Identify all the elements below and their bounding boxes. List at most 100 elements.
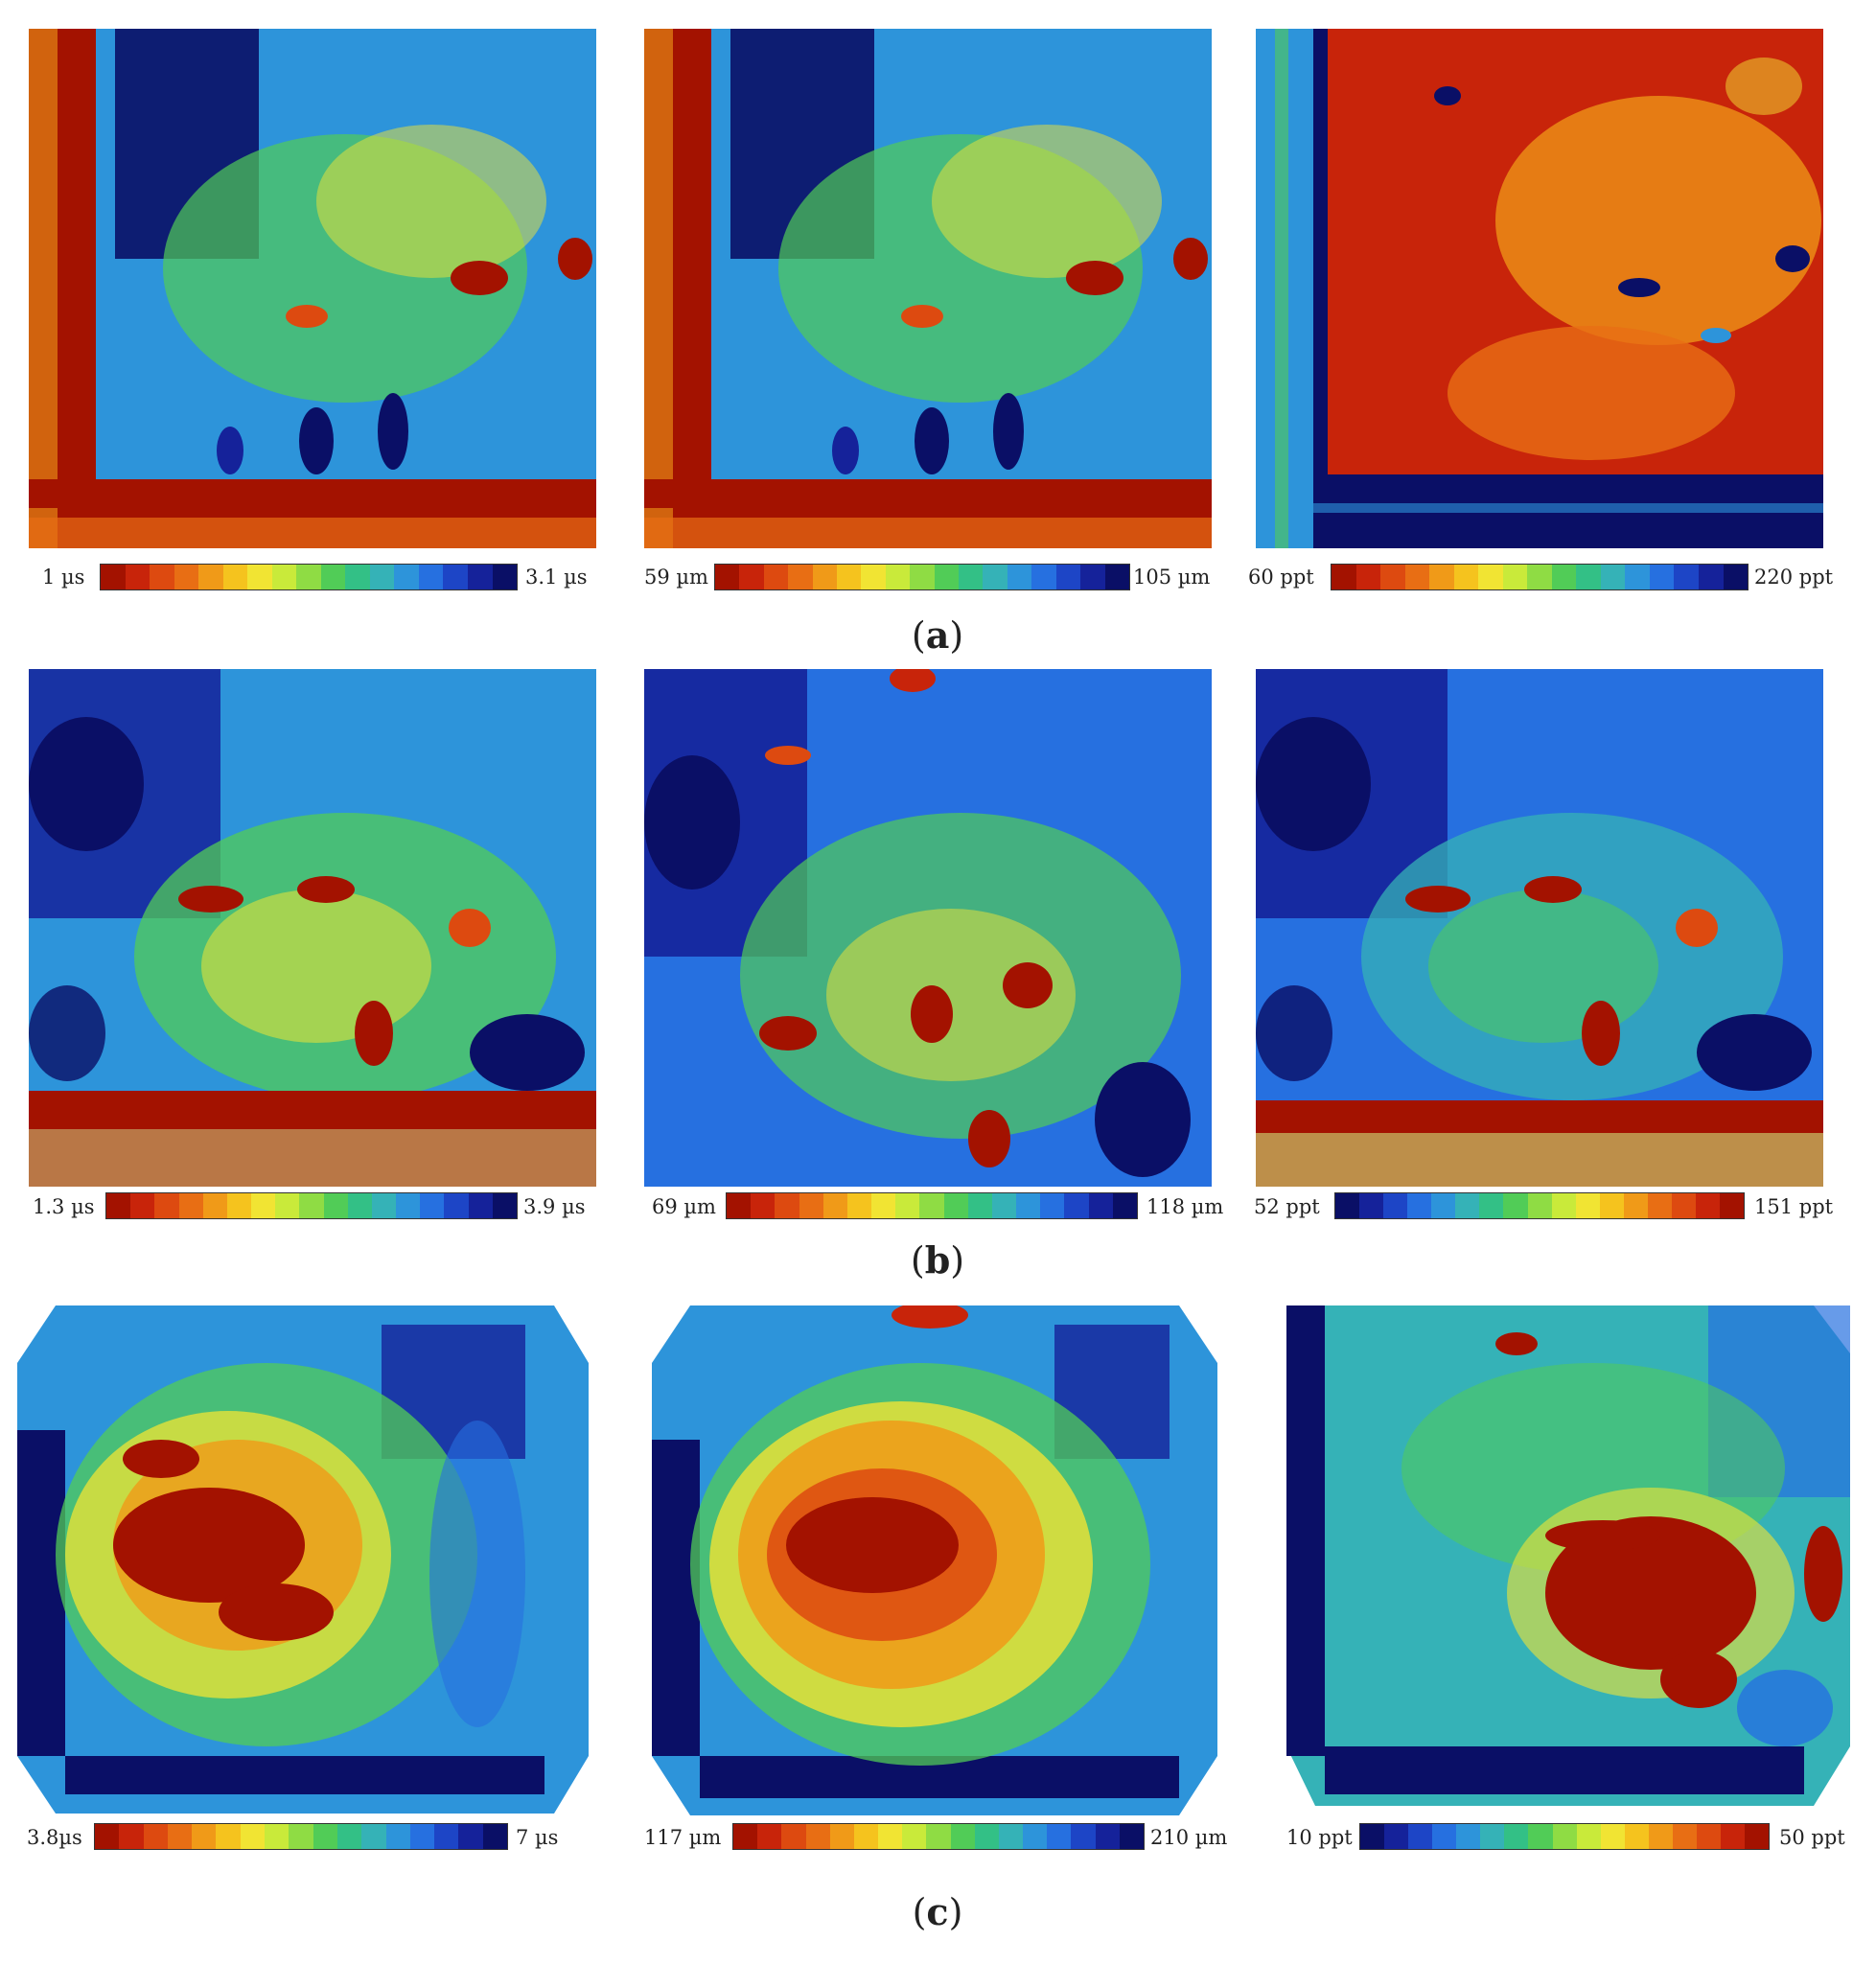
row-c-concentration-max-label: 50 ppt [1779,1826,1845,1849]
colorbar-swatch [861,565,886,589]
row-c-diffusion-min-label: 117 µm [644,1826,722,1849]
colorbar-swatch [846,1193,872,1218]
row-b-concentration-min-label: 52 ppt [1254,1195,1320,1218]
row-b-diffusion-length-map [644,669,1212,1187]
colorbar-swatch [1528,1824,1553,1849]
colorbar-swatch [1055,565,1081,589]
colorbar-swatch [394,565,419,589]
row-b-concentration-colorbar [1334,1192,1745,1219]
diffusion-length-map-image-a [644,29,1212,548]
colorbar-swatch [799,1193,823,1218]
colorbar-swatch [1404,565,1430,589]
colorbar-swatch [733,1824,758,1849]
colorbar-swatch [1599,1193,1624,1218]
colorbar-swatch [492,565,518,589]
colorbar-swatch [781,1824,806,1849]
colorbar-swatch [943,1193,968,1218]
row-a-concentration-max-label: 220 ppt [1754,566,1834,589]
colorbar-swatch [296,565,321,589]
colorbar-swatch [226,1193,252,1218]
colorbar-swatch [926,1824,951,1849]
colorbar-swatch [1674,565,1699,589]
colorbar-swatch [1600,565,1626,589]
colorbar-swatch [371,1193,397,1218]
colorbar-swatch [1575,1193,1600,1218]
colorbar-swatch [910,565,935,589]
colorbar-swatch [1384,1824,1409,1849]
colorbar-swatch [1551,565,1577,589]
colorbar-swatch [1453,565,1479,589]
row-a-lifetime-max-label: 3.1 µs [525,566,588,589]
colorbar-swatch [727,1193,752,1218]
colorbar-swatch [443,565,468,589]
colorbar-swatch [853,1824,879,1849]
colorbar-swatch [1723,565,1749,589]
colorbar-swatch [1380,565,1405,589]
colorbar-swatch [788,565,813,589]
row-c-lifetime-min-label: 3.8µs [27,1826,82,1849]
row-c-diffusion-length-map [652,1305,1217,1815]
colorbar-swatch [154,1193,179,1218]
colorbar-swatch [757,1824,782,1849]
colorbar-swatch [715,565,740,589]
row-a-lifetime-colorbar [100,564,518,590]
row-c-concentration-map [1286,1305,1850,1806]
colorbar-swatch [959,565,984,589]
colorbar-swatch [837,565,862,589]
colorbar-swatch [1648,1824,1673,1849]
colorbar-swatch [1672,1824,1697,1849]
colorbar-swatch [1695,1193,1720,1218]
colorbar-swatch [202,1193,227,1218]
colorbar-swatch [974,1824,999,1849]
colorbar-swatch [885,565,911,589]
caption-a-letter: a [925,613,950,657]
colorbar-swatch [222,565,248,589]
row-a-lifetime-min-label: 1 µs [42,566,85,589]
diffusion-length-map-image-c [652,1305,1217,1815]
colorbar-swatch [1355,565,1381,589]
colorbar-swatch [1429,565,1454,589]
colorbar-swatch [1720,1824,1745,1849]
colorbar-swatch [482,1824,508,1849]
row-c-diffusion-colorbar [732,1823,1145,1850]
colorbar-swatch [251,1193,276,1218]
colorbar-swatch [1408,1824,1433,1849]
colorbar-swatch [434,1824,459,1849]
colorbar-swatch [1332,565,1356,589]
colorbar-swatch [967,1193,992,1218]
colorbar-swatch [1624,1824,1649,1849]
colorbar-swatch [385,1824,410,1849]
colorbar-swatch [345,565,370,589]
row-c-concentration-min-label: 10 ppt [1286,1826,1353,1849]
colorbar-swatch [1031,565,1056,589]
colorbar-swatch [336,1824,362,1849]
colorbar-swatch [1504,1824,1529,1849]
colorbar-swatch [1456,1824,1481,1849]
colorbar-swatch [1360,1824,1385,1849]
colorbar-swatch [192,1824,217,1849]
colorbar-swatch [1432,1824,1457,1849]
colorbar-swatch [871,1193,896,1218]
colorbar-swatch [275,1193,300,1218]
colorbar-swatch [763,565,789,589]
row-a-diffusion-max-label: 105 µm [1133,566,1211,589]
colorbar-swatch [822,1193,847,1218]
colorbar-swatch [1625,565,1650,589]
colorbar-swatch [1551,1193,1576,1218]
concentration-map-image-c [1286,1305,1850,1806]
colorbar-swatch [265,1824,290,1849]
colorbar-swatch [1071,1824,1096,1849]
colorbar-swatch [739,565,764,589]
row-a-concentration-colorbar [1331,564,1749,590]
row-a-diffusion-length-map [644,29,1212,548]
row-b-diffusion-min-label: 69 µm [652,1195,716,1218]
colorbar-swatch [1040,1193,1065,1218]
colorbar-swatch [1016,1193,1041,1218]
colorbar-swatch [805,1824,830,1849]
colorbar-swatch [409,1824,435,1849]
row-b-lifetime-map [29,669,596,1187]
row-b-lifetime-min-label: 1.3 µs [33,1195,95,1218]
colorbar-swatch [1745,1824,1770,1849]
colorbar-swatch [216,1824,241,1849]
lifetime-map-image-c [17,1305,589,1814]
